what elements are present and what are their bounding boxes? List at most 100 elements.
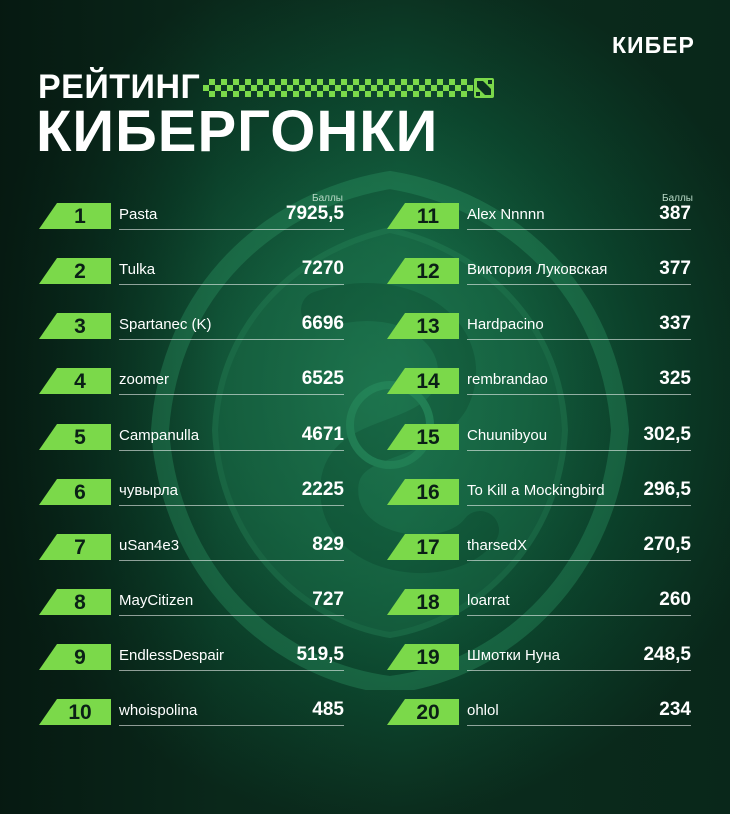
player-name: Hardpacino [467, 316, 544, 333]
leaderboard-row: 8 MayCitizen 727 [39, 589, 344, 619]
player-score: 2225 [301, 479, 344, 500]
rank-badge: 12 [387, 258, 459, 284]
leaderboard-row: 13 Hardpacino 337 [387, 313, 691, 343]
player-name: MayCitizen [119, 592, 194, 609]
rank-badge: 5 [39, 424, 111, 450]
row-divider [467, 450, 691, 451]
rank-badge: 18 [387, 589, 459, 615]
row-divider [467, 615, 691, 616]
dota-logo-icon [474, 78, 494, 98]
player-score: 387 [659, 203, 691, 224]
rank-badge: 10 [39, 699, 111, 725]
player-name: Шмотки Нуна [467, 647, 561, 664]
player-name: Spartanec (K) [119, 316, 212, 333]
player-score: 6696 [301, 313, 344, 334]
rank-badge: 16 [387, 479, 459, 505]
row-divider [119, 725, 344, 726]
row-divider [467, 394, 691, 395]
row-divider [119, 284, 344, 285]
row-divider [119, 450, 344, 451]
leaderboard-row: 11 Alex Nnnnn 387 [387, 203, 691, 233]
leaderboard-row: 20 ohlol 234 [387, 699, 691, 729]
rank-badge: 15 [387, 424, 459, 450]
leaderboard-row: 16 To Kill a Mockingbird 296,5 [387, 479, 691, 509]
leaderboard-row: 9 EndlessDespair 519,5 [39, 644, 344, 674]
leaderboard-row: 7 uSan4e3 829 [39, 534, 344, 564]
player-name: uSan4e3 [119, 537, 180, 554]
row-divider [119, 339, 344, 340]
player-name: ohlol [467, 702, 499, 719]
leaderboard-row: 15 Chuunibyou 302,5 [387, 424, 691, 454]
leaderboard-row: 19 Шмотки Нуна 248,5 [387, 644, 691, 674]
row-divider [119, 505, 344, 506]
player-score: 270,5 [643, 534, 691, 555]
rank-badge: 13 [387, 313, 459, 339]
leaderboard-row: 10 whoispolina 485 [39, 699, 344, 729]
rank-badge: 14 [387, 368, 459, 394]
brand-logo: КИБЕР [612, 32, 695, 58]
checkered-flag-strip [203, 79, 473, 97]
row-divider [467, 229, 691, 230]
player-score: 296,5 [643, 479, 691, 500]
rank-badge: 9 [39, 644, 111, 670]
score-header-left: Баллы [312, 193, 343, 204]
leaderboard-row: 18 loarrat 260 [387, 589, 691, 619]
leaderboard-row: 3 Spartanec (K) 6696 [39, 313, 344, 343]
player-name: Pasta [119, 206, 158, 223]
leaderboard-row: 12 Виктория Луковская 377 [387, 258, 691, 288]
leaderboard-row: 2 Tulka 7270 [39, 258, 344, 288]
row-divider [467, 725, 691, 726]
player-name: To Kill a Mockingbird [467, 482, 605, 499]
player-name: Chuunibyou [467, 427, 548, 444]
player-score: 234 [659, 699, 691, 720]
player-score: 377 [659, 258, 691, 279]
score-header-right: Баллы [662, 193, 693, 204]
row-divider [119, 615, 344, 616]
player-score: 519,5 [296, 644, 344, 665]
leaderboard-row: 14 rembrandao 325 [387, 368, 691, 398]
player-score: 7270 [301, 258, 344, 279]
leaderboard-row: 5 Campanulla 4671 [39, 424, 344, 454]
player-name: Виктория Луковская [467, 261, 608, 278]
title-cyberrace: КИБЕРГОНКИ [36, 99, 439, 164]
player-name: Campanulla [119, 427, 200, 444]
row-divider [119, 670, 344, 671]
player-name: Tulka [119, 261, 156, 278]
row-divider [467, 670, 691, 671]
rank-badge: 11 [387, 203, 459, 229]
row-divider [119, 394, 344, 395]
player-name: rembrandao [467, 371, 548, 388]
leaderboard-row: 17 tharsedX 270,5 [387, 534, 691, 564]
rank-badge: 7 [39, 534, 111, 560]
player-score: 337 [659, 313, 691, 334]
row-divider [467, 505, 691, 506]
rank-badge: 17 [387, 534, 459, 560]
player-score: 727 [312, 589, 344, 610]
player-name: EndlessDespair [119, 647, 225, 664]
row-divider [119, 229, 344, 230]
player-score: 325 [659, 368, 691, 389]
player-name: Alex Nnnnn [467, 206, 545, 223]
rank-badge: 3 [39, 313, 111, 339]
leaderboard-row: 6 чувырла 2225 [39, 479, 344, 509]
player-name: zoomer [119, 371, 170, 388]
rank-badge: 6 [39, 479, 111, 505]
rank-badge: 19 [387, 644, 459, 670]
player-score: 302,5 [643, 424, 691, 445]
player-score: 829 [312, 534, 344, 555]
row-divider [467, 560, 691, 561]
player-name: whoispolina [119, 702, 198, 719]
player-score: 248,5 [643, 644, 691, 665]
player-name: чувырла [119, 482, 178, 499]
rank-badge: 8 [39, 589, 111, 615]
rank-badge: 1 [39, 203, 111, 229]
rank-badge: 2 [39, 258, 111, 284]
rank-badge: 4 [39, 368, 111, 394]
player-score: 7925,5 [285, 203, 344, 224]
player-score: 6525 [301, 368, 344, 389]
player-score: 4671 [301, 424, 344, 445]
player-score: 260 [659, 589, 691, 610]
player-name: loarrat [467, 592, 510, 609]
leaderboard-row: 1 Pasta 7925,5 [39, 203, 344, 233]
